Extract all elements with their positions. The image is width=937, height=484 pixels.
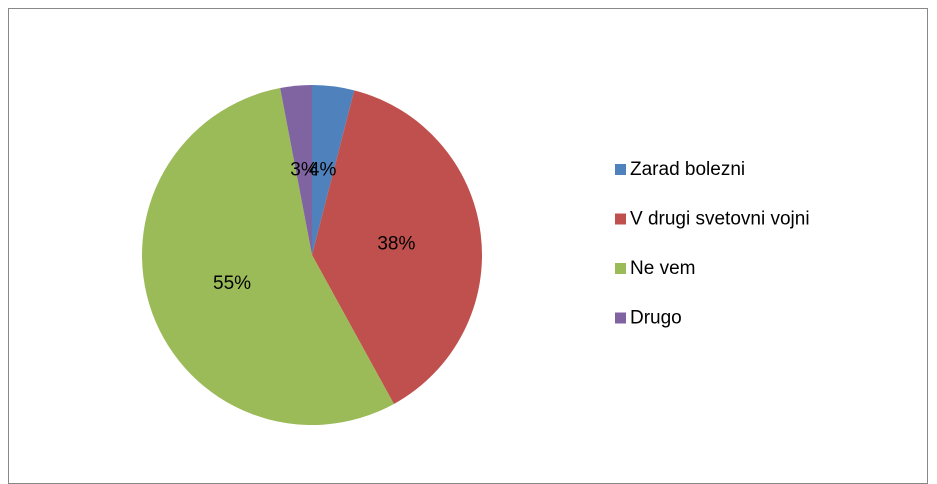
pie-slice: [141, 88, 394, 425]
legend-label: V drugi svetovni vojni: [630, 209, 810, 230]
pie-slice: [312, 85, 355, 255]
legend-swatch: [615, 263, 626, 274]
pie-slice: [312, 90, 482, 404]
data-label: 3%: [290, 159, 318, 180]
data-label: 38%: [377, 233, 415, 254]
legend-swatch: [615, 213, 626, 225]
legend-label: Zarad bolezni: [630, 159, 745, 180]
legend-label: Drugo: [630, 308, 682, 329]
legend-swatch: [615, 164, 626, 175]
legend-swatch: [615, 312, 626, 324]
data-label: 4%: [309, 160, 337, 181]
data-label: 55%: [213, 273, 251, 294]
pie-slice: [280, 85, 312, 255]
legend-label: Ne vem: [630, 258, 695, 279]
